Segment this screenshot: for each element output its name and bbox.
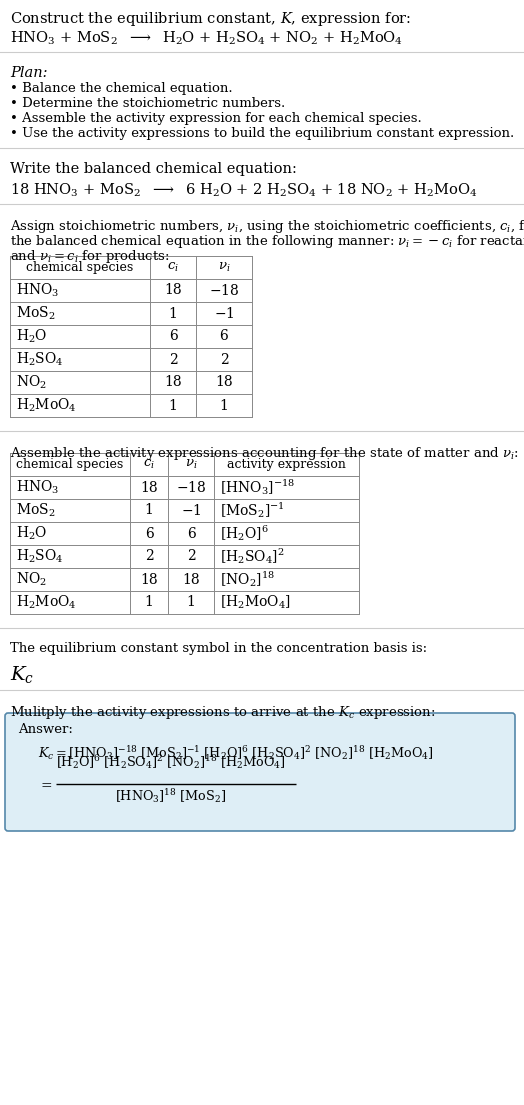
Text: $-18$: $-18$ [209, 283, 239, 298]
Text: 2: 2 [169, 352, 178, 367]
Text: $18\ \mathrm{HNO_3}$ + $\mathrm{MoS_2}$  $\longrightarrow$  $6\ \mathrm{H_2O}$ +: $18\ \mathrm{HNO_3}$ + $\mathrm{MoS_2}$ … [10, 182, 477, 199]
Text: 6: 6 [145, 526, 154, 540]
Text: $\mathrm{MoS_2}$: $\mathrm{MoS_2}$ [16, 305, 56, 323]
Text: $[\mathrm{H_2O}]^{6}$: $[\mathrm{H_2O}]^{6}$ [220, 524, 269, 544]
Text: $[\mathrm{H_2MoO_4}]$: $[\mathrm{H_2MoO_4}]$ [220, 593, 291, 611]
Text: $[\mathrm{NO_2}]^{18}$: $[\mathrm{NO_2}]^{18}$ [220, 570, 275, 589]
Text: 6: 6 [187, 526, 195, 540]
Text: $\mathrm{HNO_3}$: $\mathrm{HNO_3}$ [16, 478, 59, 496]
Text: • Use the activity expressions to build the equilibrium constant expression.: • Use the activity expressions to build … [10, 127, 514, 140]
Text: 1: 1 [187, 596, 195, 610]
Text: $\mathrm{H_2O}$: $\mathrm{H_2O}$ [16, 525, 47, 543]
FancyBboxPatch shape [5, 713, 515, 831]
Text: $\mathrm{HNO_3}$ + $\mathrm{MoS_2}$  $\longrightarrow$  $\mathrm{H_2O}$ + $\math: $\mathrm{HNO_3}$ + $\mathrm{MoS_2}$ $\lo… [10, 30, 403, 48]
Text: $c_i$: $c_i$ [167, 261, 179, 274]
Text: $\mathrm{NO_2}$: $\mathrm{NO_2}$ [16, 373, 47, 391]
Text: Answer:: Answer: [18, 723, 73, 736]
Text: 1: 1 [220, 399, 228, 412]
Text: and $\nu_i = c_i$ for products:: and $\nu_i = c_i$ for products: [10, 248, 169, 265]
Text: 1: 1 [145, 596, 154, 610]
Text: • Balance the chemical equation.: • Balance the chemical equation. [10, 82, 233, 95]
Text: $[\mathrm{MoS_2}]^{-1}$: $[\mathrm{MoS_2}]^{-1}$ [220, 501, 285, 520]
Text: $c_i$: $c_i$ [143, 457, 155, 471]
Text: Mulitply the activity expressions to arrive at the $K_c$ expression:: Mulitply the activity expressions to arr… [10, 704, 435, 720]
Text: $=$: $=$ [38, 777, 53, 791]
Text: 6: 6 [220, 329, 228, 344]
Text: • Determine the stoichiometric numbers.: • Determine the stoichiometric numbers. [10, 97, 285, 110]
Text: 18: 18 [140, 572, 158, 587]
Text: 18: 18 [164, 284, 182, 297]
Text: $\mathrm{HNO_3}$: $\mathrm{HNO_3}$ [16, 282, 59, 299]
Text: Construct the equilibrium constant, $K$, expression for:: Construct the equilibrium constant, $K$,… [10, 10, 411, 28]
Text: $-1$: $-1$ [181, 503, 201, 518]
Text: $[\mathrm{HNO_3}]^{-18}$: $[\mathrm{HNO_3}]^{-18}$ [220, 477, 295, 497]
Text: $\mathrm{H_2MoO_4}$: $\mathrm{H_2MoO_4}$ [16, 593, 77, 611]
Text: $\mathrm{H_2MoO_4}$: $\mathrm{H_2MoO_4}$ [16, 397, 77, 414]
Text: 1: 1 [145, 504, 154, 517]
Text: $\mathrm{MoS_2}$: $\mathrm{MoS_2}$ [16, 502, 56, 519]
Text: 6: 6 [169, 329, 178, 344]
Text: Assign stoichiometric numbers, $\nu_i$, using the stoichiometric coefficients, $: Assign stoichiometric numbers, $\nu_i$, … [10, 218, 524, 235]
Text: $\nu_i$: $\nu_i$ [185, 457, 197, 471]
Text: $[\mathrm{HNO_3}]^{18}\ [\mathrm{MoS_2}]$: $[\mathrm{HNO_3}]^{18}\ [\mathrm{MoS_2}]… [115, 787, 227, 806]
Text: $\mathrm{H_2O}$: $\mathrm{H_2O}$ [16, 328, 47, 345]
Text: 2: 2 [187, 549, 195, 564]
Text: 18: 18 [182, 572, 200, 587]
Text: 1: 1 [169, 306, 178, 320]
Text: chemical species: chemical species [26, 261, 134, 274]
Text: $[\mathrm{H_2O}]^{6}\ [\mathrm{H_2SO_4}]^{2}\ [\mathrm{NO_2}]^{18}\ [\mathrm{H_2: $[\mathrm{H_2O}]^{6}\ [\mathrm{H_2SO_4}]… [56, 753, 286, 771]
Text: 2: 2 [145, 549, 154, 564]
Text: 18: 18 [140, 481, 158, 495]
Text: chemical species: chemical species [16, 457, 124, 471]
Text: The equilibrium constant symbol in the concentration basis is:: The equilibrium constant symbol in the c… [10, 642, 427, 655]
Text: activity expression: activity expression [227, 457, 346, 471]
Text: $\mathrm{NO_2}$: $\mathrm{NO_2}$ [16, 571, 47, 588]
Text: 18: 18 [215, 376, 233, 389]
Text: $\mathrm{H_2SO_4}$: $\mathrm{H_2SO_4}$ [16, 350, 63, 368]
Text: the balanced chemical equation in the following manner: $\nu_i = -c_i$ for react: the balanced chemical equation in the fo… [10, 233, 524, 250]
Text: Write the balanced chemical equation:: Write the balanced chemical equation: [10, 162, 297, 176]
Text: 2: 2 [220, 352, 228, 367]
Text: 18: 18 [164, 376, 182, 389]
Text: Assemble the activity expressions accounting for the state of matter and $\nu_i$: Assemble the activity expressions accoun… [10, 445, 519, 462]
Text: $K_c$: $K_c$ [10, 664, 34, 685]
Text: $K_c = [\mathrm{HNO_3}]^{-18}\ [\mathrm{MoS_2}]^{-1}\ [\mathrm{H_2O}]^{6}\ [\mat: $K_c = [\mathrm{HNO_3}]^{-18}\ [\mathrm{… [38, 744, 434, 762]
Text: 1: 1 [169, 399, 178, 412]
Text: Plan:: Plan: [10, 66, 48, 80]
Text: $[\mathrm{H_2SO_4}]^{2}$: $[\mathrm{H_2SO_4}]^{2}$ [220, 547, 285, 567]
Text: $\nu_i$: $\nu_i$ [218, 261, 230, 274]
Text: $-18$: $-18$ [176, 480, 206, 495]
Text: $-1$: $-1$ [214, 306, 234, 320]
Text: • Assemble the activity expression for each chemical species.: • Assemble the activity expression for e… [10, 112, 422, 125]
Text: $\mathrm{H_2SO_4}$: $\mathrm{H_2SO_4}$ [16, 548, 63, 565]
